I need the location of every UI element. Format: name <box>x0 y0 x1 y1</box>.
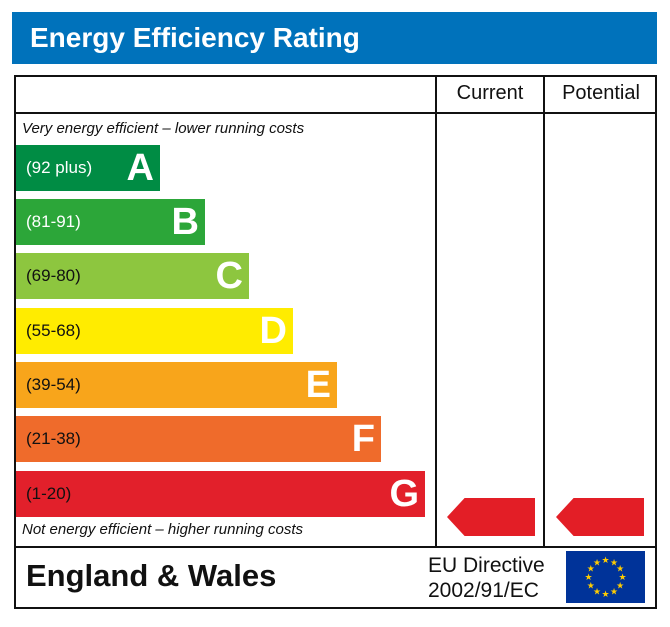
band-range: (92 plus) <box>26 158 93 177</box>
band-range: (69-80) <box>26 266 81 285</box>
column-divider-potential <box>543 75 545 547</box>
eu-flag-icon: ★ ★ ★ ★ ★ ★ ★ ★ ★ ★ ★ ★ <box>566 551 645 603</box>
rating-table <box>14 75 657 609</box>
star-icon: ★ <box>618 572 626 582</box>
directive-line1: EU Directive <box>428 554 545 577</box>
band-range: (39-54) <box>26 375 81 394</box>
eu-directive: EU Directive 2002/91/EC <box>428 553 545 603</box>
star-icon: ★ <box>610 587 618 597</box>
star-icon: ★ <box>616 581 624 591</box>
top-note: Very energy efficient – lower running co… <box>22 120 305 137</box>
bottom-note: Not energy efficient – higher running co… <box>22 521 303 538</box>
band-range: (55-68) <box>26 321 81 340</box>
star-icon: ★ <box>616 564 624 574</box>
current-rating-arrow <box>447 498 535 536</box>
potential-column-header: Potential <box>562 82 640 104</box>
star-icon: ★ <box>587 564 595 574</box>
star-icon: ★ <box>601 589 609 599</box>
band-letter: B <box>171 200 199 243</box>
band-g: (1-20) G <box>16 471 425 517</box>
band-letter: G <box>389 472 419 515</box>
star-icon: ★ <box>610 557 618 567</box>
band-letter: A <box>126 146 154 189</box>
band-letter: C <box>215 254 243 297</box>
band-letter: D <box>259 309 287 352</box>
band-range: (1-20) <box>26 484 72 503</box>
band-letter: E <box>305 363 331 406</box>
band-b: (81-91) B <box>16 199 205 245</box>
footer-divider <box>14 546 657 548</box>
band-c: (69-80) C <box>16 253 249 299</box>
column-divider-current <box>435 75 437 547</box>
star-icon: ★ <box>601 555 609 565</box>
band-letter: F <box>351 417 375 460</box>
star-icon: ★ <box>584 572 592 582</box>
header-divider <box>14 112 657 114</box>
potential-rating-arrow <box>556 498 644 536</box>
band-e: (39-54) E <box>16 362 337 408</box>
directive-line2: 2002/91/EC <box>428 579 539 602</box>
star-icon: ★ <box>587 581 595 591</box>
band-d: (55-68) D <box>16 308 293 354</box>
band-a: (92 plus) A <box>16 145 160 191</box>
band-range: (81-91) <box>26 212 81 231</box>
star-icon: ★ <box>593 587 601 597</box>
band-range: (21-38) <box>26 429 81 448</box>
current-column-header: Current <box>456 82 524 104</box>
star-icon: ★ <box>593 557 601 567</box>
chart-title: Energy Efficiency Rating <box>12 12 657 64</box>
band-f: (21-38) F <box>16 416 381 462</box>
region-label: England & Wales <box>26 558 277 593</box>
